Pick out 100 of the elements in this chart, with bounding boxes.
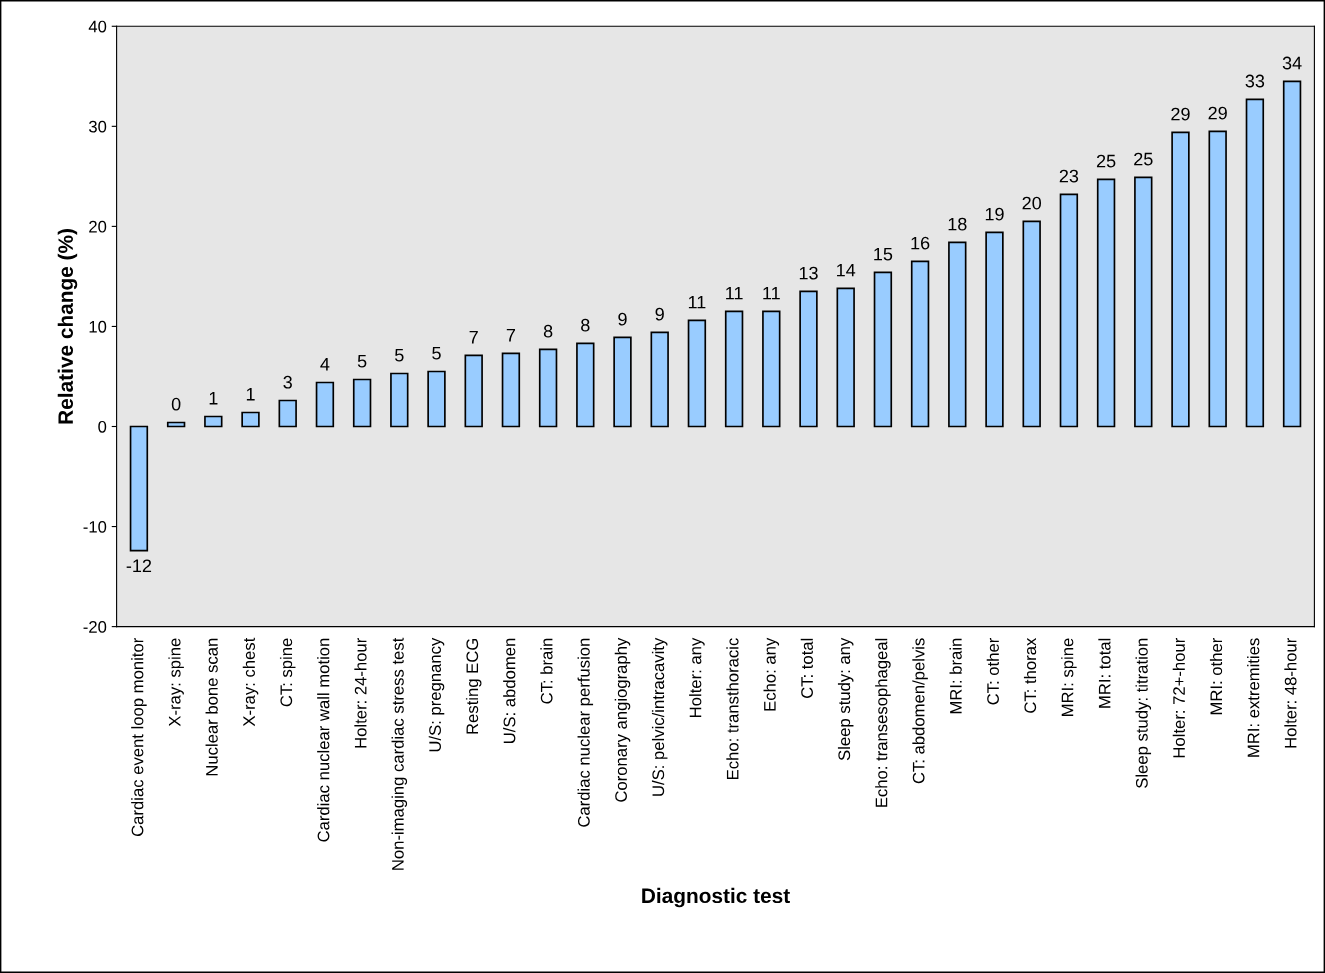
bar (799, 290, 818, 428)
data-label: 25 (1134, 152, 1153, 166)
data-label: 11 (726, 286, 743, 300)
x-tick-label: CT: total (800, 638, 813, 698)
data-label: 7 (506, 328, 516, 342)
bar (538, 348, 558, 428)
bar (1059, 193, 1079, 428)
x-tick-label: Sleep study: titration (1135, 638, 1152, 788)
x-tick-label: CT: brain (540, 638, 553, 704)
data-label: 29 (1171, 107, 1190, 121)
bar (427, 370, 446, 428)
x-tick-label: MRI: spine (1061, 638, 1077, 717)
x-tick-label: MRI: other (1209, 637, 1223, 715)
y-tick-label: -10 (83, 520, 107, 533)
data-label: 11 (688, 295, 706, 309)
data-label: -12 (126, 559, 152, 572)
x-tick-label: MRI: extremities (1247, 638, 1260, 757)
data-label: 8 (581, 318, 590, 332)
x-tick-label: Echo: transthoracic (726, 638, 739, 780)
x-tick-label: Nuclear bone scan (205, 638, 218, 776)
data-label: 19 (985, 207, 1004, 221)
x-axis-title: Diagnostic test (642, 887, 790, 908)
bar (762, 310, 781, 428)
x-tick-label: Holter: any (689, 637, 705, 717)
data-label: 9 (655, 307, 664, 321)
data-label: 8 (543, 324, 553, 338)
bar (1282, 80, 1302, 428)
data-label: 20 (1022, 196, 1042, 210)
x-tick-label: MRI: total (1098, 638, 1111, 708)
bar (687, 319, 707, 428)
bar (352, 378, 372, 428)
x-tick-label: U/S: pregnancy (428, 637, 445, 752)
bar (910, 260, 930, 428)
bar (836, 287, 855, 428)
x-tick-label: Non-imaging cardiac stress test (391, 637, 408, 870)
data-label: 1 (246, 387, 255, 401)
data-label: 3 (283, 375, 292, 389)
bar (873, 271, 893, 428)
x-tick-label: X-ray: spine (168, 638, 184, 727)
bar (1245, 98, 1265, 428)
bar (948, 241, 967, 428)
bar (204, 415, 223, 428)
x-tick-label: Echo: any (763, 637, 780, 711)
bar (985, 231, 1004, 428)
data-label: 0 (171, 397, 181, 411)
bar (315, 381, 335, 428)
data-label: 5 (395, 348, 404, 362)
x-tick-label: MRI: brain (949, 638, 962, 714)
data-label: 23 (1059, 169, 1079, 183)
data-label: 29 (1208, 106, 1227, 120)
data-label: 18 (948, 217, 967, 231)
data-label: 15 (874, 247, 893, 261)
bar (241, 411, 260, 428)
x-tick-label: Cardiac nuclear perfusion (577, 638, 594, 827)
bar (1096, 178, 1116, 428)
x-tick-label: U/S: abdomen (503, 638, 516, 743)
bar (1208, 130, 1227, 428)
bar (390, 372, 409, 428)
x-tick-label: Cardiac nuclear wall motion (317, 638, 330, 842)
y-tick-label: -20 (83, 621, 107, 633)
x-tick-label: Holter: 72+-hour (1172, 637, 1185, 758)
x-tick-label: Holter: 24-hour (354, 637, 367, 748)
x-tick-label: Resting ECG (465, 638, 482, 734)
x-tick-label: Sleep study: any (837, 637, 854, 761)
y-tick-label: 40 (88, 20, 107, 33)
bar (1134, 176, 1153, 428)
data-label: 14 (837, 263, 856, 277)
data-label: 4 (320, 357, 330, 371)
data-label: 16 (911, 236, 930, 250)
x-tick-label: CT: other (986, 637, 999, 705)
data-label: 33 (1245, 74, 1265, 88)
x-tick-label: CT: spine (279, 638, 296, 707)
bar (613, 336, 632, 428)
data-label: 5 (432, 346, 441, 360)
data-label: 1 (209, 391, 218, 405)
bar (501, 352, 521, 428)
y-axis-title: Relative change (%) (57, 229, 78, 424)
y-tick-label: 0 (98, 420, 107, 433)
data-label: 13 (799, 266, 818, 280)
bar (576, 342, 595, 428)
bar (1171, 131, 1190, 428)
x-tick-label: Cardiac event loop monitor (131, 637, 147, 837)
x-tick-label: Echo: transesophageal (875, 638, 891, 807)
data-label: 25 (1096, 154, 1116, 168)
x-tick-label: Coronary angiography (614, 637, 631, 802)
bar (129, 425, 149, 552)
bar (724, 310, 744, 428)
bar (1022, 220, 1041, 428)
x-tick-label: U/S: pelvic/intracavity (651, 637, 668, 796)
data-label: 7 (469, 330, 478, 344)
y-tick-label: 30 (88, 120, 107, 133)
x-tick-label: CT: abdomen/pelvis (912, 638, 928, 784)
data-label: 9 (618, 312, 627, 326)
x-tick-label: X-ray: chest (242, 637, 259, 727)
bar (278, 399, 297, 428)
y-tick-label: 20 (89, 220, 107, 233)
bar (464, 354, 483, 428)
data-label: 34 (1282, 56, 1302, 70)
x-tick-label: CT: thorax (1023, 637, 1037, 713)
x-tick-label: Holter: 48-hour (1284, 637, 1297, 748)
